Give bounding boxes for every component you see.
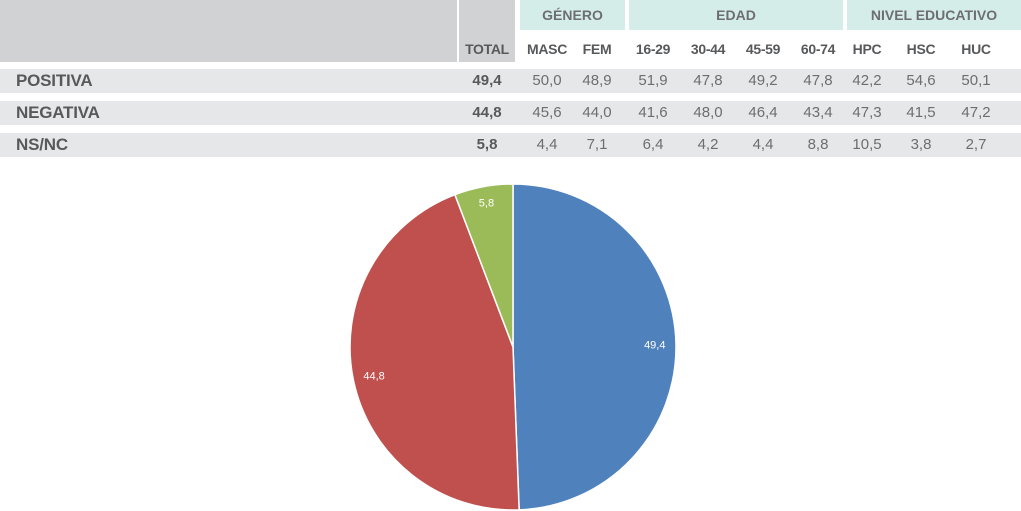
- row-label-positiva: POSITIVA: [16, 71, 93, 90]
- group-header-edad: EDAD: [629, 0, 843, 30]
- column-header-hsc: HSC: [906, 41, 936, 57]
- table-cell: 47,2: [961, 104, 991, 121]
- table-cell: 4,4: [752, 136, 774, 153]
- column-header-fem: FEM: [582, 41, 612, 57]
- group-header-nivel-educativo: NIVEL EDUCATIVO: [847, 0, 1021, 30]
- table-cell: 47,8: [803, 72, 833, 89]
- table-cell: 41,6: [638, 104, 668, 121]
- total-header-cell: [459, 0, 515, 62]
- table-cell: 50,0: [532, 72, 562, 89]
- table-cell: 43,4: [803, 104, 833, 121]
- group-header-genero: GÉNERO: [520, 0, 625, 30]
- column-header-30-44: 30-44: [690, 41, 726, 57]
- table-cell: 7,1: [586, 136, 608, 153]
- table-row-band: [0, 133, 1021, 157]
- table-cell: 44,0: [582, 104, 612, 121]
- table-cell: 2,7: [965, 136, 987, 153]
- table-cell: 54,6: [906, 72, 936, 89]
- table-corner: [0, 0, 457, 62]
- table-cell: 6,4: [642, 136, 664, 153]
- table-cell: 49,2: [748, 72, 778, 89]
- pie-slice-negativa: [349, 193, 520, 511]
- table-cell: 3,8: [910, 136, 932, 153]
- table-cell: 47,8: [693, 72, 723, 89]
- column-header-masc: MASC: [526, 41, 568, 57]
- table-cell: 44,8: [472, 104, 502, 121]
- pie-data-label: 49,4: [644, 339, 665, 351]
- table-cell: 46,4: [748, 104, 778, 121]
- column-header-16-29: 16-29: [635, 41, 671, 57]
- table-cell: 4,4: [536, 136, 558, 153]
- column-header-total: TOTAL: [465, 41, 509, 57]
- table-cell: 51,9: [638, 72, 668, 89]
- table-cell: 10,5: [852, 136, 882, 153]
- pie-data-label: 5,8: [479, 198, 494, 210]
- column-header-hpc: HPC: [852, 41, 882, 57]
- pie-slice-ns-nc: [453, 183, 514, 348]
- table-cell: 47,3: [852, 104, 882, 121]
- table-cell: 8,8: [807, 136, 829, 153]
- row-label-nsnc: NS/NC: [16, 135, 68, 154]
- table-cell: 4,2: [697, 136, 719, 153]
- table-row-band: [0, 101, 1021, 125]
- table-cell: 50,1: [961, 72, 991, 89]
- column-header-huc: HUC: [961, 41, 991, 57]
- table-cell: 41,5: [906, 104, 936, 121]
- table-cell: 49,4: [472, 72, 502, 89]
- column-header-60-74: 60-74: [800, 41, 836, 57]
- table-row-band: [0, 69, 1021, 93]
- column-header-45-59: 45-59: [745, 41, 781, 57]
- table-cell: 48,0: [693, 104, 723, 121]
- row-label-negativa: NEGATIVA: [16, 103, 100, 122]
- table-cell: 48,9: [582, 72, 612, 89]
- table-cell: 42,2: [852, 72, 882, 89]
- table-cell: 45,6: [532, 104, 562, 121]
- pie-slice-positiva: [512, 183, 677, 511]
- pie-data-label: 44,8: [363, 370, 384, 382]
- table-cell: 5,8: [476, 136, 498, 153]
